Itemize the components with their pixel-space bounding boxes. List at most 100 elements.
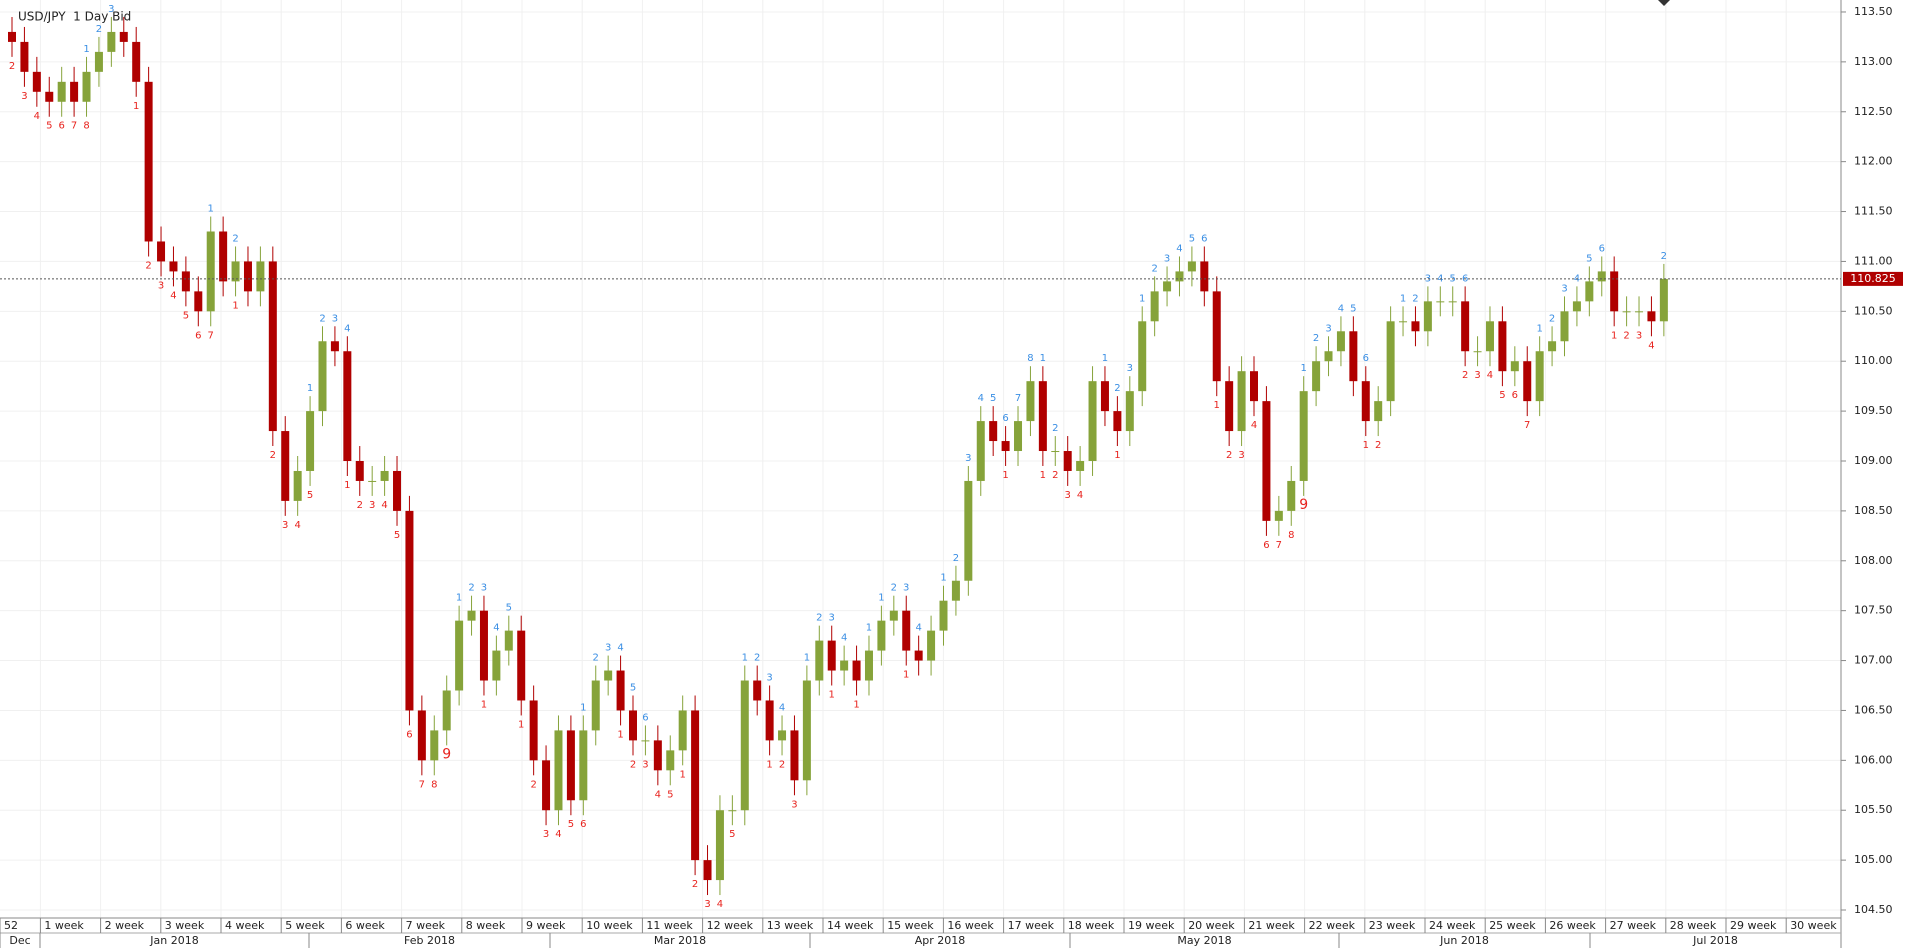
candle-body	[715, 810, 724, 881]
buy-count: 3	[704, 899, 710, 910]
candle-body	[1498, 321, 1507, 372]
candle-body	[1026, 381, 1035, 422]
candle-body	[902, 610, 911, 651]
x-week-label: 5 week	[285, 919, 325, 932]
candle-body	[616, 670, 625, 711]
candle-body	[728, 810, 737, 812]
x-month-label: Jan 2018	[149, 934, 198, 947]
candle-body	[529, 700, 538, 761]
sell-count: 2	[96, 24, 102, 35]
sell-count: 5	[1586, 253, 1592, 264]
y-tick-label: 105.00	[1854, 853, 1893, 866]
buy-count: 4	[555, 829, 561, 840]
buy-count: 9	[1299, 497, 1308, 513]
x-week-label: 8 week	[466, 919, 506, 932]
buy-count: 1	[853, 699, 859, 710]
buy-count: 1	[679, 769, 685, 780]
x-week-label: 17 week	[1008, 919, 1055, 932]
candle-body	[1399, 321, 1408, 323]
candle-body	[293, 470, 302, 501]
sell-count: 2	[1549, 313, 1555, 324]
sell-count: 4	[978, 393, 984, 404]
candle-body	[57, 81, 66, 102]
buy-count: 6	[406, 729, 412, 740]
candle-body	[914, 650, 923, 661]
candle-body	[1585, 281, 1594, 302]
buy-count: 1	[1114, 450, 1120, 461]
x-week-label: 52	[4, 919, 18, 932]
buy-count: 5	[183, 310, 189, 321]
buy-count: 2	[1623, 330, 1629, 341]
buy-count: 3	[1065, 490, 1071, 501]
candle-body	[1212, 291, 1221, 382]
candle-body	[70, 81, 79, 102]
sell-count: 4	[344, 323, 350, 334]
buy-count: 4	[294, 520, 300, 531]
candle-body	[840, 660, 849, 671]
candle-body	[169, 261, 178, 272]
candle-body	[939, 600, 948, 631]
buy-count: 1	[1214, 400, 1220, 411]
buy-count: 5	[394, 530, 400, 541]
sell-count: 1	[866, 623, 872, 634]
sell-count: 2	[1114, 383, 1120, 394]
buy-count: 6	[195, 330, 201, 341]
candle-body	[32, 71, 41, 92]
sell-count: 3	[332, 313, 338, 324]
buy-count: 2	[1052, 470, 1058, 481]
candle-body	[827, 640, 836, 671]
candle-body	[1014, 421, 1023, 452]
candle-body	[554, 730, 563, 811]
candle-body	[976, 421, 985, 481]
y-tick-label: 107.00	[1854, 654, 1893, 667]
candle-body	[1237, 371, 1246, 432]
sell-count: 6	[1201, 233, 1207, 244]
x-week-label: 28 week	[1670, 919, 1717, 932]
candle-body	[243, 261, 252, 292]
candle-body	[157, 241, 166, 262]
sell-count: 2	[816, 613, 822, 624]
buy-count: 3	[1636, 330, 1642, 341]
candle-body	[1038, 381, 1047, 452]
x-week-label: 6 week	[345, 919, 385, 932]
buy-count: 7	[71, 121, 77, 132]
sell-count: 2	[891, 583, 897, 594]
sell-count: 3	[1164, 253, 1170, 264]
x-week-label: 14 week	[827, 919, 874, 932]
sell-count: 3	[1561, 283, 1567, 294]
sell-count: 1	[1400, 293, 1406, 304]
candle-body	[1175, 271, 1184, 282]
sell-count: 5	[1189, 233, 1195, 244]
candle-body	[1535, 351, 1544, 402]
candle-body	[1647, 311, 1656, 322]
y-tick-label: 104.50	[1854, 903, 1893, 916]
buy-count: 6	[1512, 390, 1518, 401]
buy-count: 1	[1002, 470, 1008, 481]
candle-body	[641, 740, 650, 742]
x-week-label: 22 week	[1309, 919, 1356, 932]
candle-body	[281, 431, 290, 501]
buy-count: 5	[307, 490, 313, 501]
candle-body	[815, 640, 824, 681]
x-week-label: 7 week	[406, 919, 446, 932]
candle-body	[802, 680, 811, 781]
buy-count: 4	[381, 500, 387, 511]
sell-count: 2	[468, 583, 474, 594]
candle-body	[1274, 510, 1283, 521]
sell-count: 3	[903, 583, 909, 594]
sell-count: 2	[232, 233, 238, 244]
x-week-label: 11 week	[646, 919, 693, 932]
candle-body	[417, 710, 426, 761]
y-tick-label: 113.00	[1854, 55, 1893, 68]
buy-count: 3	[791, 799, 797, 810]
y-tick-label: 110.00	[1854, 354, 1893, 367]
sell-count: 4	[1338, 303, 1344, 314]
candle-body	[629, 710, 637, 741]
x-week-label: 13 week	[767, 919, 814, 932]
sell-count: 2	[1151, 263, 1157, 274]
sell-count: 3	[1325, 323, 1331, 334]
candle-body	[1411, 321, 1420, 332]
buy-count: 2	[270, 450, 276, 461]
y-tick-label: 107.50	[1854, 604, 1893, 617]
candle-body	[94, 51, 103, 72]
